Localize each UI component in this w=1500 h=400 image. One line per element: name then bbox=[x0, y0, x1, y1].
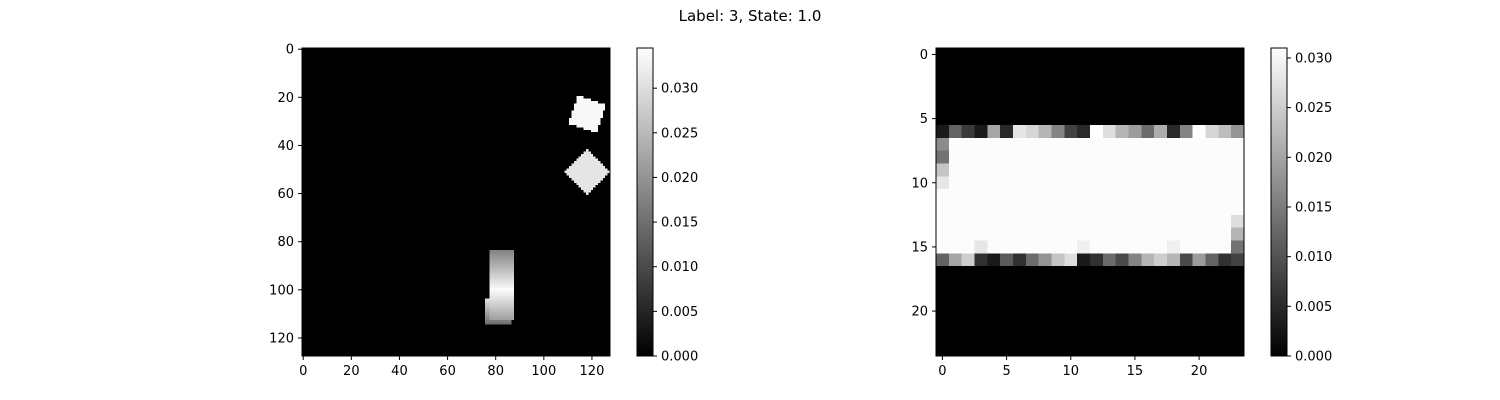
left-colorbar: 0.000 0.005 0.010 0.015 0.020 0.025 0.030 bbox=[636, 47, 698, 365]
right-colorbar-tick-label: 0.030 bbox=[1295, 51, 1332, 66]
right-colorbar-tick-label: 0.020 bbox=[1295, 151, 1332, 166]
right-colorbar: 0.000 0.005 0.010 0.015 0.020 0.025 0.030 bbox=[1270, 47, 1332, 365]
left-y-tick-label: 100 bbox=[269, 283, 294, 298]
left-heatmap-image bbox=[302, 48, 610, 356]
left-y-tick-label: 80 bbox=[277, 235, 294, 250]
right-colorbar-frame bbox=[1270, 47, 1288, 357]
left-heatmap-panel: 0 20 40 60 80 100 120 0 20 40 60 80 100 120 bbox=[269, 43, 611, 379]
right-y-axis: 0 5 10 15 20 bbox=[911, 48, 936, 320]
left-x-axis: 0 20 40 60 80 100 120 bbox=[299, 356, 604, 379]
left-colorbar-tick-label: 0.030 bbox=[661, 82, 698, 97]
left-y-axis: 0 20 40 60 80 100 120 bbox=[269, 43, 302, 346]
left-x-tick-label: 80 bbox=[487, 364, 504, 379]
right-y-tick-label: 10 bbox=[911, 176, 928, 191]
left-y-tick-label: 0 bbox=[286, 43, 294, 58]
left-colorbar-tick-label: 0.025 bbox=[661, 126, 698, 141]
right-x-tick-label: 20 bbox=[1191, 364, 1208, 379]
right-axes-frame bbox=[935, 47, 1245, 357]
right-heatmap-panel: 0 5 10 15 20 0 5 10 15 20 bbox=[911, 47, 1245, 379]
left-y-tick-label: 60 bbox=[277, 187, 294, 202]
right-colorbar-tick-label: 0.005 bbox=[1295, 300, 1332, 315]
left-colorbar-tick-label: 0.005 bbox=[661, 305, 698, 320]
right-x-tick-label: 0 bbox=[938, 364, 946, 379]
left-colorbar-tick-label: 0.000 bbox=[661, 350, 698, 365]
left-colorbar-gradient bbox=[637, 48, 653, 356]
right-colorbar-tick-label: 0.010 bbox=[1295, 250, 1332, 265]
left-axes-frame bbox=[301, 47, 611, 357]
right-x-tick-label: 5 bbox=[1002, 364, 1010, 379]
right-colorbar-gradient bbox=[1271, 48, 1287, 356]
left-y-tick-label: 20 bbox=[277, 91, 294, 106]
left-colorbar-tick-label: 0.020 bbox=[661, 171, 698, 186]
right-y-tick-label: 0 bbox=[920, 48, 928, 63]
left-x-tick-label: 40 bbox=[391, 364, 408, 379]
right-y-tick-label: 20 bbox=[911, 305, 928, 320]
right-colorbar-tick-label: 0.000 bbox=[1295, 350, 1332, 365]
left-y-tick-label: 120 bbox=[269, 331, 294, 346]
right-x-tick-label: 15 bbox=[1127, 364, 1144, 379]
left-y-tick-label: 40 bbox=[277, 139, 294, 154]
right-colorbar-ticks: 0.000 0.005 0.010 0.015 0.020 0.025 0.030 bbox=[1287, 51, 1332, 365]
left-colorbar-tick-label: 0.010 bbox=[661, 260, 698, 275]
right-y-tick-label: 15 bbox=[911, 240, 928, 255]
left-x-tick-label: 0 bbox=[299, 364, 307, 379]
figure-title: Label: 3, State: 1.0 bbox=[679, 7, 822, 25]
right-x-axis: 0 5 10 15 20 bbox=[938, 356, 1207, 379]
right-heatmap-image bbox=[936, 48, 1244, 356]
left-x-tick-label: 20 bbox=[343, 364, 360, 379]
right-colorbar-tick-label: 0.025 bbox=[1295, 101, 1332, 116]
left-x-tick-label: 100 bbox=[531, 364, 556, 379]
left-colorbar-frame bbox=[636, 47, 654, 357]
left-x-tick-label: 120 bbox=[580, 364, 605, 379]
right-y-tick-label: 5 bbox=[920, 112, 928, 127]
left-colorbar-ticks: 0.000 0.005 0.010 0.015 0.020 0.025 0.030 bbox=[653, 82, 698, 365]
left-colorbar-tick-label: 0.015 bbox=[661, 216, 698, 231]
left-x-tick-label: 60 bbox=[439, 364, 456, 379]
right-x-tick-label: 10 bbox=[1062, 364, 1079, 379]
right-colorbar-tick-label: 0.015 bbox=[1295, 200, 1332, 215]
